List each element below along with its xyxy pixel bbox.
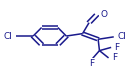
Text: F: F (112, 53, 117, 62)
Text: O: O (100, 10, 107, 19)
Text: F: F (114, 43, 119, 52)
Text: Cl: Cl (4, 32, 12, 41)
Text: F: F (89, 59, 94, 68)
Text: Cl: Cl (117, 32, 126, 41)
